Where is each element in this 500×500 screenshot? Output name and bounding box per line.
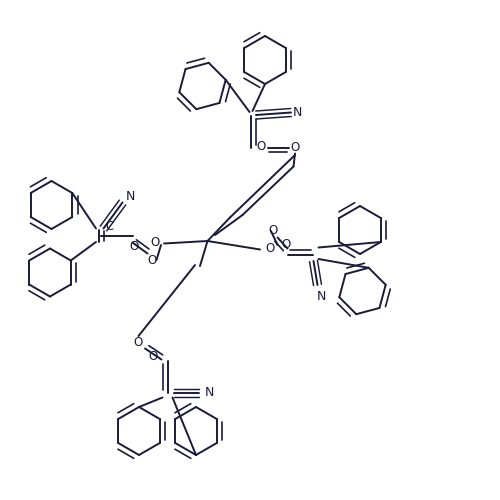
Text: O: O (282, 238, 291, 250)
Text: N: N (293, 106, 302, 119)
Text: N: N (205, 386, 214, 399)
Text: O: O (148, 350, 157, 362)
Text: N: N (317, 290, 326, 303)
Text: C: C (105, 220, 113, 232)
Text: O: O (130, 240, 138, 254)
Text: N: N (126, 190, 134, 203)
Text: O: O (269, 224, 278, 237)
Text: O: O (266, 242, 274, 255)
Text: O: O (150, 236, 160, 249)
Text: O: O (134, 336, 143, 348)
Text: O: O (147, 254, 156, 266)
Text: O: O (256, 140, 266, 153)
Text: O: O (290, 141, 300, 154)
